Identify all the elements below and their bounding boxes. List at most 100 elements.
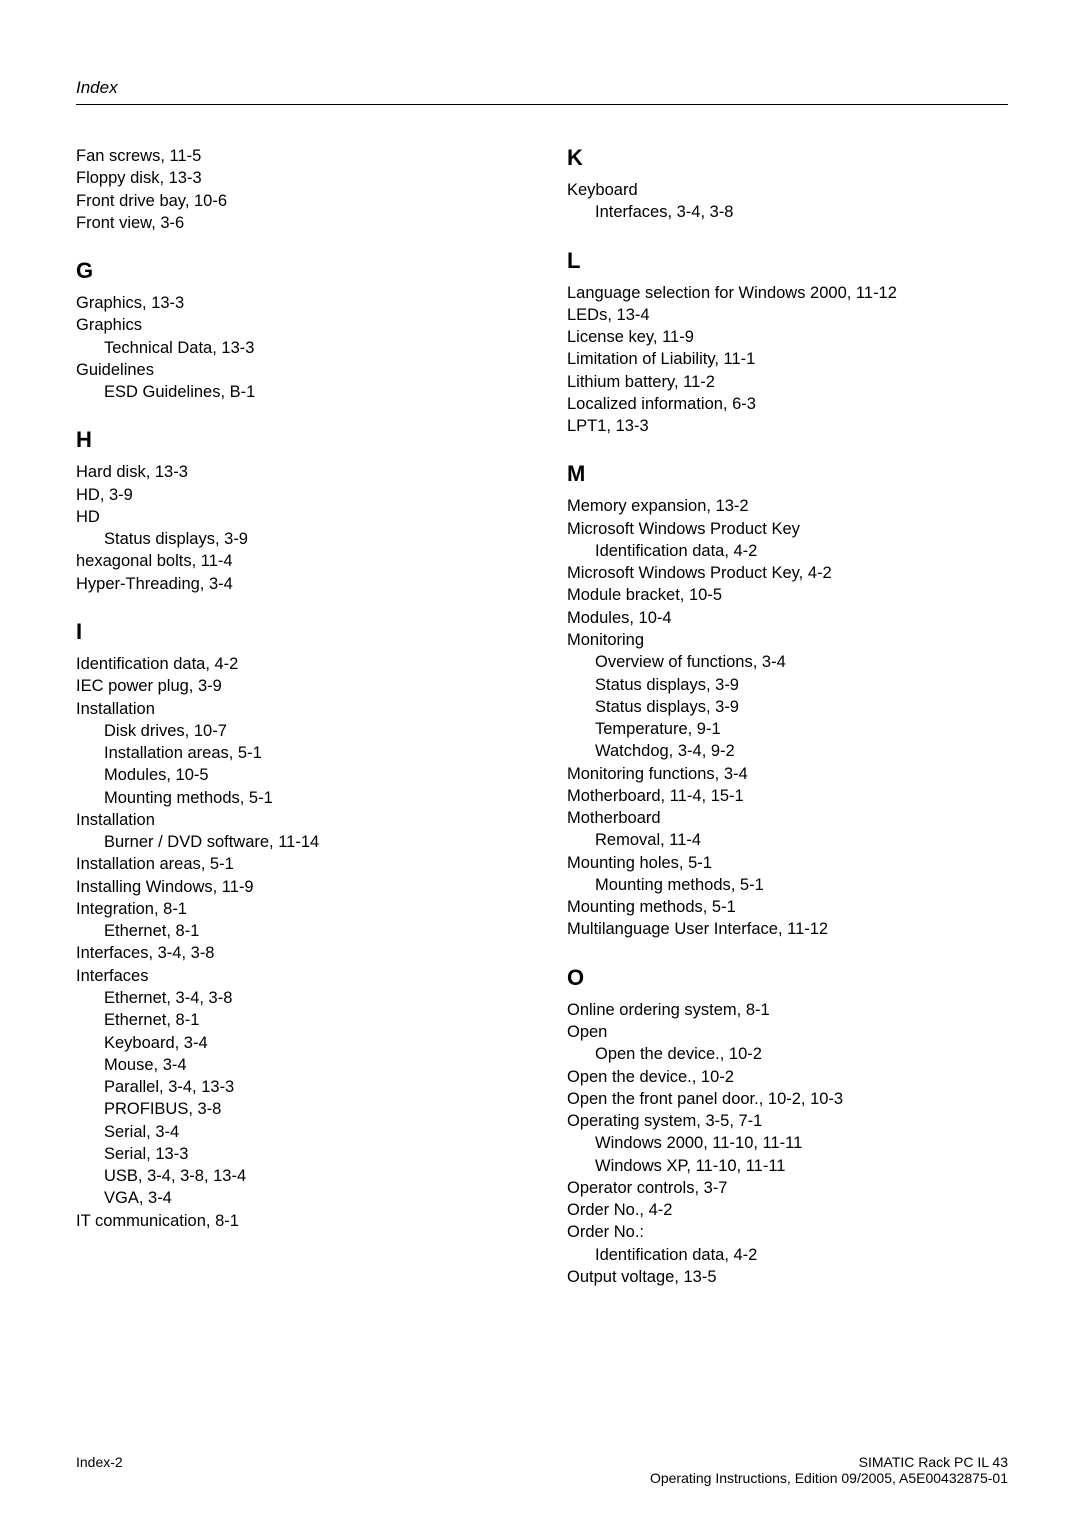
index-entry: Integration, 8-1: [76, 898, 517, 920]
index-entry: Watchdog, 3-4, 9-2: [567, 740, 1008, 762]
footer-doc-info: SIMATIC Rack PC IL 43 Operating Instruct…: [650, 1454, 1008, 1486]
index-entry: Motherboard: [567, 807, 1008, 829]
right-column: K KeyboardInterfaces, 3-4, 3-8 L Language s…: [567, 145, 1008, 1288]
index-entry: Language selection for Windows 2000, 11-…: [567, 282, 1008, 304]
index-entry: Monitoring functions, 3-4: [567, 763, 1008, 785]
index-entry: Online ordering system, 8-1: [567, 999, 1008, 1021]
section-letter: G: [76, 258, 517, 284]
index-entry: Operating system, 3-5, 7-1: [567, 1110, 1008, 1132]
index-entry: Fan screws, 11-5: [76, 145, 517, 167]
index-entry: Identification data, 4-2: [567, 1244, 1008, 1266]
index-entry: Ethernet, 3-4, 3-8: [76, 987, 517, 1009]
index-entry: Operator controls, 3-7: [567, 1177, 1008, 1199]
index-entry: Identification data, 4-2: [76, 653, 517, 675]
footer-edition: Operating Instructions, Edition 09/2005,…: [650, 1470, 1008, 1486]
index-entry: LEDs, 13-4: [567, 304, 1008, 326]
index-entry: ESD Guidelines, B-1: [76, 381, 517, 403]
index-entry: Hyper-Threading, 3-4: [76, 573, 517, 595]
index-entry: Installation areas, 5-1: [76, 853, 517, 875]
index-entry: LPT1, 13-3: [567, 415, 1008, 437]
index-entry: HD, 3-9: [76, 484, 517, 506]
index-entry: Limitation of Liability, 11-1: [567, 348, 1008, 370]
index-entry: Module bracket, 10-5: [567, 584, 1008, 606]
index-entry: Interfaces, 3-4, 3-8: [567, 201, 1008, 223]
index-entry: Mounting holes, 5-1: [567, 852, 1008, 874]
index-entry: Windows 2000, 11-10, 11-11: [567, 1132, 1008, 1154]
index-entry: Modules, 10-5: [76, 764, 517, 786]
index-entry: Installation: [76, 698, 517, 720]
index-entry: Order No., 4-2: [567, 1199, 1008, 1221]
index-entry: Microsoft Windows Product Key, 4-2: [567, 562, 1008, 584]
index-columns: Fan screws, 11-5Floppy disk, 13-3Front d…: [76, 145, 1008, 1288]
section-letter: K: [567, 145, 1008, 171]
index-entry: Localized information, 6-3: [567, 393, 1008, 415]
index-entry: USB, 3-4, 3-8, 13-4: [76, 1165, 517, 1187]
index-entry: Graphics, 13-3: [76, 292, 517, 314]
continuation-block: Fan screws, 11-5Floppy disk, 13-3Front d…: [76, 145, 517, 234]
index-entry: Mounting methods, 5-1: [76, 787, 517, 809]
index-entry: Front drive bay, 10-6: [76, 190, 517, 212]
index-entry: Serial, 3-4: [76, 1121, 517, 1143]
index-entry: Disk drives, 10-7: [76, 720, 517, 742]
section-letter: I: [76, 619, 517, 645]
index-entry: Mouse, 3-4: [76, 1054, 517, 1076]
index-entry: Guidelines: [76, 359, 517, 381]
section-letter: L: [567, 248, 1008, 274]
index-entry: IEC power plug, 3-9: [76, 675, 517, 697]
index-entry: HD: [76, 506, 517, 528]
index-entry: PROFIBUS, 3-8: [76, 1098, 517, 1120]
index-entry: Keyboard: [567, 179, 1008, 201]
section-letter: O: [567, 965, 1008, 991]
index-entry: Multilanguage User Interface, 11-12: [567, 918, 1008, 940]
page-header: Index: [76, 78, 1008, 105]
index-entry: IT communication, 8-1: [76, 1210, 517, 1232]
left-column: Fan screws, 11-5Floppy disk, 13-3Front d…: [76, 145, 517, 1288]
index-entry: Interfaces, 3-4, 3-8: [76, 942, 517, 964]
index-entry: Open the device., 10-2: [567, 1066, 1008, 1088]
index-entry: Installation areas, 5-1: [76, 742, 517, 764]
index-entry: Mounting methods, 5-1: [567, 874, 1008, 896]
index-entry: Microsoft Windows Product Key: [567, 518, 1008, 540]
index-entry: Lithium battery, 11-2: [567, 371, 1008, 393]
index-entry: Open the device., 10-2: [567, 1043, 1008, 1065]
index-entry: Ethernet, 8-1: [76, 1009, 517, 1031]
index-entry: Technical Data, 13-3: [76, 337, 517, 359]
index-entry: Hard disk, 13-3: [76, 461, 517, 483]
index-entry: Ethernet, 8-1: [76, 920, 517, 942]
index-entry: Graphics: [76, 314, 517, 336]
index-entry: Installing Windows, 11-9: [76, 876, 517, 898]
footer-product: SIMATIC Rack PC IL 43: [650, 1454, 1008, 1470]
index-entry: Installation: [76, 809, 517, 831]
index-entry: hexagonal bolts, 11-4: [76, 550, 517, 572]
page-footer: Index-2 SIMATIC Rack PC IL 43 Operating …: [76, 1454, 1008, 1486]
index-entry: Parallel, 3-4, 13-3: [76, 1076, 517, 1098]
index-entry: Monitoring: [567, 629, 1008, 651]
section-letter: M: [567, 461, 1008, 487]
index-entry: Floppy disk, 13-3: [76, 167, 517, 189]
index-entry: Burner / DVD software, 11-14: [76, 831, 517, 853]
index-entry: Keyboard, 3-4: [76, 1032, 517, 1054]
index-entry: Memory expansion, 13-2: [567, 495, 1008, 517]
index-entry: VGA, 3-4: [76, 1187, 517, 1209]
index-entry: Order No.:: [567, 1221, 1008, 1243]
index-entry: Modules, 10-4: [567, 607, 1008, 629]
index-entry: Status displays, 3-9: [567, 674, 1008, 696]
index-entry: Status displays, 3-9: [567, 696, 1008, 718]
index-entry: Open the front panel door., 10-2, 10-3: [567, 1088, 1008, 1110]
index-entry: Temperature, 9-1: [567, 718, 1008, 740]
index-entry: Open: [567, 1021, 1008, 1043]
index-entry: Front view, 3-6: [76, 212, 517, 234]
section-letter: H: [76, 427, 517, 453]
index-entry: Mounting methods, 5-1: [567, 896, 1008, 918]
index-entry: Motherboard, 11-4, 15-1: [567, 785, 1008, 807]
index-entry: Serial, 13-3: [76, 1143, 517, 1165]
index-entry: Status displays, 3-9: [76, 528, 517, 550]
index-entry: Interfaces: [76, 965, 517, 987]
index-entry: Removal, 11-4: [567, 829, 1008, 851]
index-entry: Overview of functions, 3-4: [567, 651, 1008, 673]
index-entry: License key, 11-9: [567, 326, 1008, 348]
index-entry: Windows XP, 11-10, 11-11: [567, 1155, 1008, 1177]
index-entry: Output voltage, 13-5: [567, 1266, 1008, 1288]
index-entry: Identification data, 4-2: [567, 540, 1008, 562]
footer-page-number: Index-2: [76, 1454, 123, 1486]
